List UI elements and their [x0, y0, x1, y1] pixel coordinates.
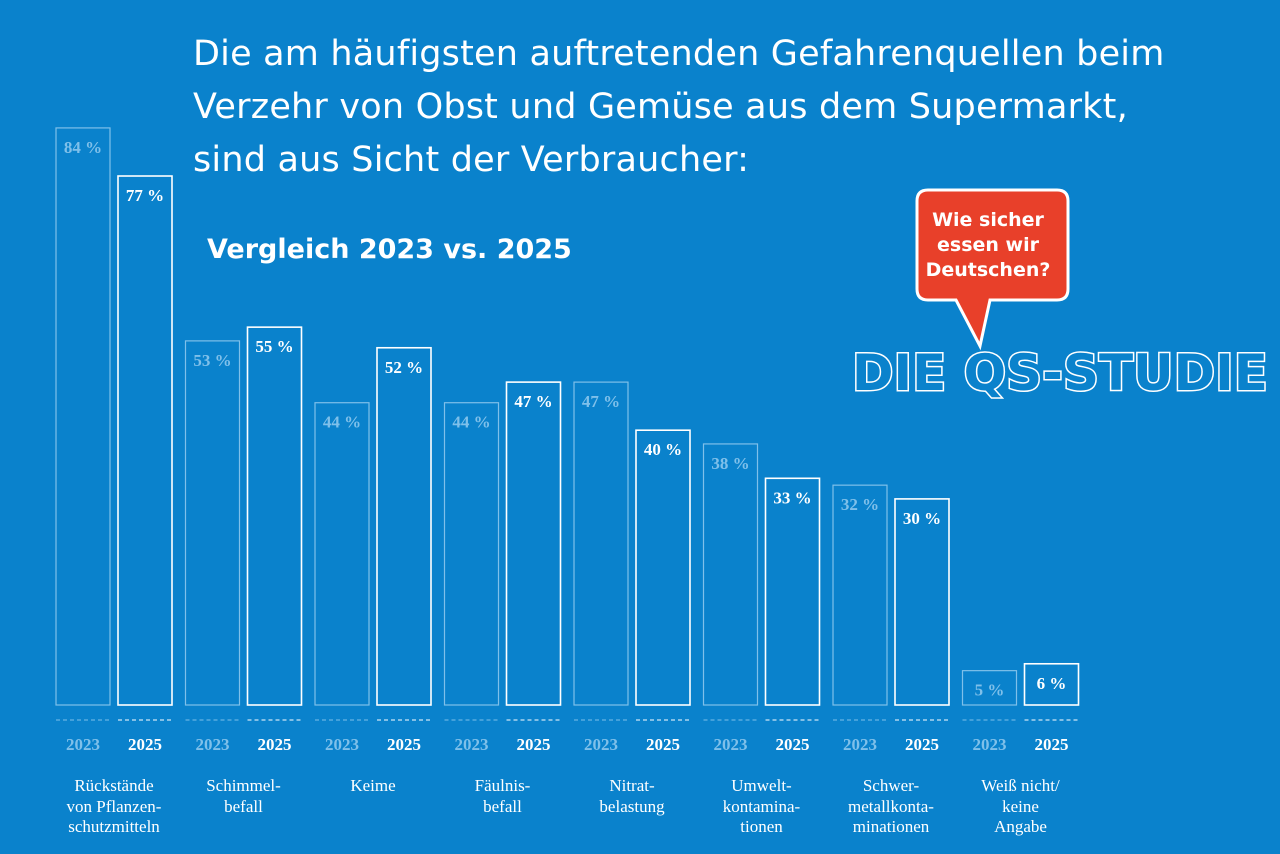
bar-2023	[314, 402, 370, 706]
year-tick-label: 2025	[1035, 735, 1069, 754]
category-label-line: Keime	[350, 776, 396, 795]
year-tick-label: 2023	[196, 735, 230, 754]
year-tick-label: 2023	[325, 735, 359, 754]
year-tick-label: 2025	[646, 735, 680, 754]
category-label-line: metallkonta-	[848, 796, 934, 816]
bar-2023	[702, 443, 759, 706]
category-label-line: tionen	[740, 817, 783, 836]
category-label: Schimmel-befall	[169, 776, 319, 817]
category-label: Umwelt-kontamina-tionen	[687, 776, 837, 838]
year-tick-label: 2025	[387, 735, 421, 754]
category-label-line: Angabe	[994, 817, 1047, 836]
bubble-line: essen wir	[937, 234, 1039, 256]
data-label: 33 %	[773, 488, 811, 507]
year-tick-label: 2025	[258, 735, 292, 754]
year-tick-label: 2023	[714, 735, 748, 754]
data-label: 44 %	[452, 413, 490, 432]
category-label-line: Umwelt-	[731, 776, 792, 795]
bar-2023	[961, 670, 1018, 706]
data-label: 55 %	[255, 337, 293, 356]
category-label-line: Schwer-	[862, 776, 920, 795]
data-label: 77 %	[126, 186, 164, 205]
data-label: 5 %	[975, 681, 1005, 700]
category-label-line: keine	[1002, 796, 1039, 816]
category-label-line: kontamina-	[722, 796, 801, 816]
chart-subtitle: Vergleich 2023 vs. 2025	[207, 234, 572, 265]
chart-title: Die am häufigsten auftretenden Gefahrenq…	[193, 28, 1253, 187]
category-label: Schwer-metallkonta-minationen	[816, 776, 966, 838]
category-label: Rückstände von Pflanzen-schutzmitteln	[39, 776, 189, 838]
category-label: Nitrat-belastung	[557, 776, 707, 817]
category-label-line: befall	[224, 796, 263, 816]
year-tick-label: 2025	[517, 735, 551, 754]
title-line: Die am häufigsten auftretenden Gefahrenq…	[193, 34, 1165, 74]
data-label: 84 %	[64, 138, 102, 157]
category-label-line: minationen	[852, 817, 930, 836]
data-label: 47 %	[514, 392, 552, 411]
bar-2023	[573, 381, 629, 706]
bar-2025	[764, 477, 821, 706]
data-label: 30 %	[903, 509, 941, 528]
year-tick-label: 2025	[128, 735, 162, 754]
data-label: 53 %	[193, 351, 231, 370]
category-label-line: Weiß nicht/	[981, 776, 1060, 795]
bar-2025	[1023, 662, 1080, 706]
bar-2025	[894, 498, 950, 706]
category-label-line: befall	[483, 796, 522, 816]
category-label-line: schutzmitteln	[68, 817, 160, 836]
data-label: 40 %	[644, 440, 682, 459]
data-label: 44 %	[323, 413, 361, 432]
category-label-line: Rückstände	[74, 776, 154, 795]
data-label: 6 %	[1037, 674, 1067, 693]
bar-2025	[376, 346, 432, 706]
title-line: Verzehr von Obst und Gemüse aus dem Supe…	[193, 87, 1128, 127]
bar-2025	[117, 175, 173, 706]
data-label: 47 %	[582, 392, 620, 411]
brand-logo: DIE QS-STUDIE	[851, 343, 1270, 404]
category-label: Fäulnis-befall	[428, 776, 578, 817]
bubble-text: Wie sicher essen wir Deutschen?	[918, 208, 1058, 283]
category-label-line: Fäulnis-	[474, 776, 531, 795]
speech-bubble-icon	[915, 188, 1070, 351]
year-tick-label: 2025	[776, 735, 810, 754]
bar-2023	[443, 402, 500, 706]
category-label-line: belastung	[599, 796, 665, 816]
category-label-line: Nitrat-	[609, 776, 655, 795]
year-tick-label: 2023	[973, 735, 1007, 754]
year-tick-label: 2023	[843, 735, 877, 754]
bubble-line: Deutschen?	[925, 259, 1051, 281]
category-label-line: Schimmel-	[206, 776, 281, 795]
bar-2023	[55, 127, 111, 706]
year-tick-label: 2023	[584, 735, 618, 754]
category-label: Weiß nicht/keine Angabe	[946, 776, 1096, 838]
bar-2025	[505, 381, 562, 706]
year-tick-label: 2023	[455, 735, 489, 754]
year-tick-label: 2025	[905, 735, 939, 754]
data-label: 52 %	[385, 358, 423, 377]
year-tick-label: 2023	[66, 735, 100, 754]
bubble-line: Wie sicher	[932, 209, 1044, 231]
bar-2023	[832, 484, 888, 706]
bar-2025	[246, 326, 303, 706]
bar-2023	[184, 340, 241, 706]
bar-2025	[635, 429, 691, 706]
category-label-line: von Pflanzen-	[66, 796, 162, 816]
data-label: 32 %	[841, 495, 879, 514]
category-label: Keime	[298, 776, 448, 797]
title-line: sind aus Sicht der Verbraucher:	[193, 140, 750, 180]
data-label: 38 %	[711, 454, 749, 473]
